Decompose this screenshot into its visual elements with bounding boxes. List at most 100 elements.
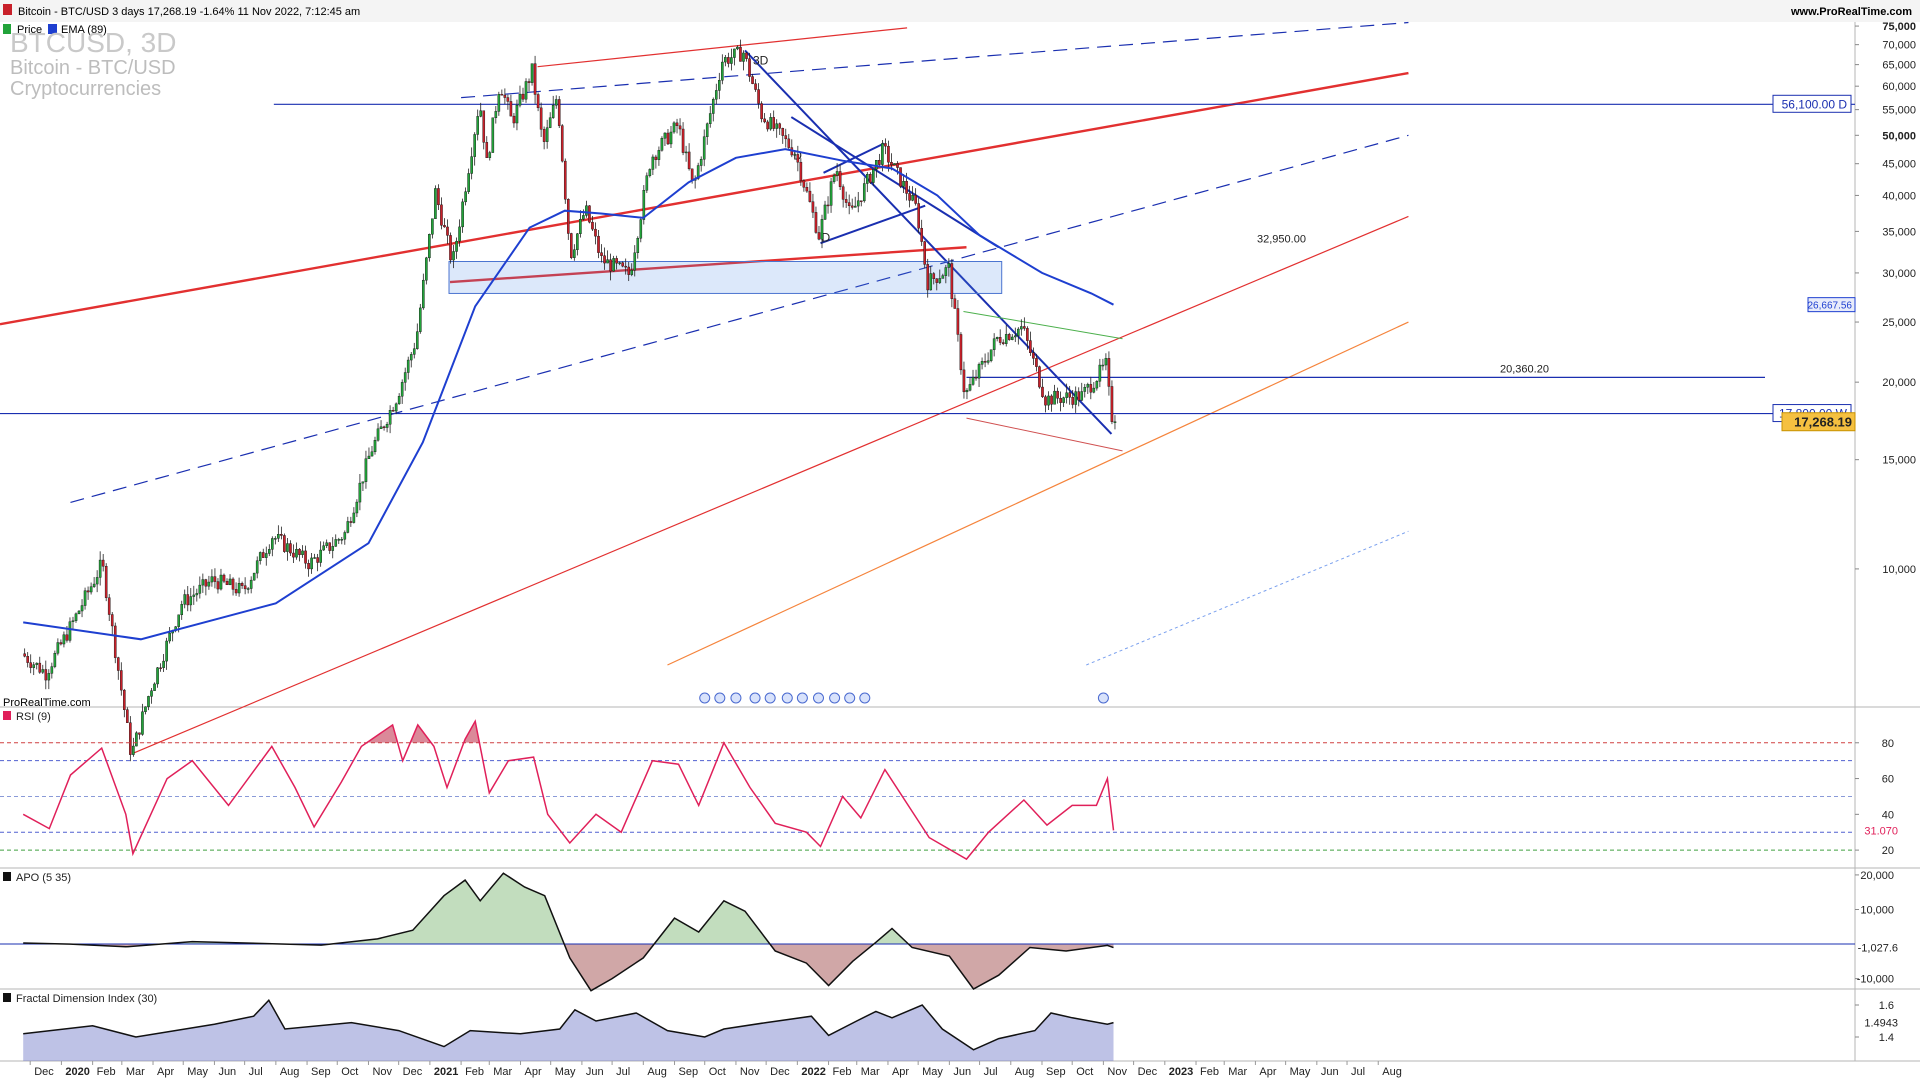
candle-body xyxy=(567,199,570,234)
candle-body xyxy=(983,361,987,363)
x-tick-label: Nov xyxy=(1107,1066,1127,1078)
event-marker-icon xyxy=(859,692,871,704)
current-value-label: 1.4943 xyxy=(1864,1018,1898,1030)
upper-dashed-channel xyxy=(461,21,1409,99)
candle-body xyxy=(1110,386,1114,422)
candle-body xyxy=(328,542,332,551)
candle-body xyxy=(1038,366,1041,388)
candle-body xyxy=(292,552,295,558)
candle-body xyxy=(929,273,933,291)
candle-body xyxy=(126,709,129,723)
candle-body xyxy=(1062,397,1065,403)
y-tick-label: 30,000 xyxy=(1882,268,1916,280)
y-tick-label: 20,000 xyxy=(1860,870,1894,882)
y-tick-label: 35,000 xyxy=(1882,226,1916,238)
panel-title-icon xyxy=(3,993,11,1002)
candle-body xyxy=(950,263,954,299)
x-tick-label: Mar xyxy=(861,1066,880,1078)
candle-body xyxy=(394,403,398,412)
candle-body xyxy=(1098,364,1102,382)
candle-body xyxy=(434,188,437,219)
candle-body xyxy=(35,662,39,665)
wedge-lower-line xyxy=(820,204,926,245)
candle-body xyxy=(258,552,262,561)
candle-body xyxy=(183,594,187,605)
candle-body xyxy=(793,154,797,156)
candle-body xyxy=(551,105,555,118)
candle-body xyxy=(515,104,519,124)
candle-body xyxy=(168,632,171,642)
candle-body xyxy=(597,235,600,253)
candle-body xyxy=(557,99,561,126)
candle-body xyxy=(992,338,996,350)
candle-body xyxy=(784,135,788,140)
x-tick-label: Aug xyxy=(1015,1066,1035,1078)
candle-body xyxy=(733,48,736,58)
upper-red-channel xyxy=(537,27,908,68)
candle-body xyxy=(627,266,631,275)
candle-body xyxy=(542,129,546,142)
candle-body xyxy=(1029,340,1032,354)
candle-body xyxy=(204,579,208,587)
candle-body xyxy=(159,667,162,669)
candle-body xyxy=(243,585,247,590)
candle-body xyxy=(319,549,322,563)
current-value-label: -1,027.6 xyxy=(1858,943,1898,955)
candle-body xyxy=(367,455,371,459)
rsi-overbought-area xyxy=(366,721,480,743)
candle-body xyxy=(406,359,410,373)
candle-body xyxy=(1086,384,1090,388)
price-legend-label[interactable]: Price xyxy=(17,24,42,36)
candle-body xyxy=(660,138,664,151)
price-value-tag-box xyxy=(1781,412,1856,432)
candle-body xyxy=(346,521,350,533)
candle-body xyxy=(147,696,150,707)
candle-body xyxy=(814,212,818,233)
candle-body xyxy=(425,257,428,281)
x-tick-label: Jun xyxy=(586,1066,604,1078)
candle-body xyxy=(234,589,238,594)
candle-body xyxy=(304,550,307,564)
candle-body xyxy=(403,372,407,383)
y-tick-label: -10,000 xyxy=(1857,974,1894,986)
support-zone-box xyxy=(448,260,1003,294)
y-tick-label: 15,000 xyxy=(1882,455,1916,467)
candle-body xyxy=(47,673,51,681)
orange-support-line xyxy=(667,321,1409,666)
candle-body xyxy=(781,128,785,136)
candle-body xyxy=(606,259,609,264)
candle-body xyxy=(1071,397,1074,405)
candle-body xyxy=(80,605,84,612)
candle-body xyxy=(68,621,72,641)
panel-title: Fractal Dimension Index (30) xyxy=(16,993,157,1005)
x-tick-label: Feb xyxy=(833,1066,852,1078)
candle-body xyxy=(379,426,383,430)
candle-body xyxy=(962,369,966,393)
candle-body xyxy=(974,377,978,379)
candle-body xyxy=(62,634,66,645)
candle-body xyxy=(295,548,298,558)
candle-body xyxy=(370,451,374,457)
candle-body xyxy=(714,90,718,100)
candle-body xyxy=(1010,336,1014,340)
candle-body xyxy=(443,225,446,228)
candle-body xyxy=(1044,396,1047,406)
site-link[interactable]: www.ProRealTime.com xyxy=(1790,6,1912,18)
candle-body xyxy=(639,219,643,239)
candle-body xyxy=(699,159,703,166)
y-tick-label: 70,000 xyxy=(1882,40,1916,52)
candle-body xyxy=(415,331,419,349)
candle-body xyxy=(648,169,652,176)
ema-legend-label[interactable]: EMA (89) xyxy=(61,24,107,36)
candle-body xyxy=(422,279,425,309)
candle-body xyxy=(859,200,863,202)
candle-body xyxy=(524,81,528,100)
y-tick-label: 10,000 xyxy=(1860,904,1894,916)
candle-body xyxy=(862,183,866,202)
rsi-panel: RSI (9) 80 60 40 20 31.070 xyxy=(0,711,1898,861)
chart-title-line: Bitcoin - BTC/USD 3 days 17,268.19 -1.64… xyxy=(18,6,360,18)
negative-area xyxy=(68,944,1114,989)
x-tick-label: Apr xyxy=(892,1066,909,1078)
candle-body xyxy=(252,572,256,581)
candle-body xyxy=(672,122,676,133)
